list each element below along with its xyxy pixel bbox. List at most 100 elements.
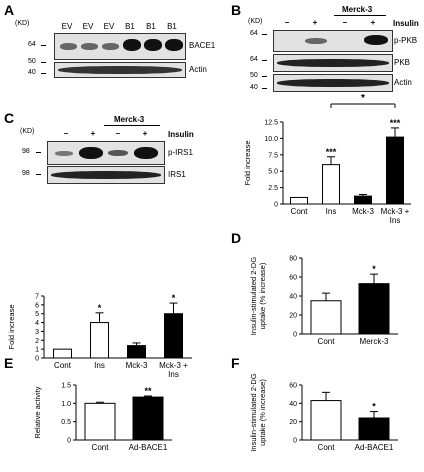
- group-line: [104, 125, 160, 126]
- western-blot-irs1: [47, 166, 165, 184]
- significance-marker: *: [372, 264, 376, 274]
- panel-label-f: F: [231, 355, 240, 371]
- treatment-sign: +: [370, 18, 376, 27]
- y-tick-label: 20: [289, 313, 297, 320]
- kd-marker: 40: [250, 84, 258, 91]
- kd-tick: [262, 34, 267, 35]
- category-label: Mck-3: [126, 361, 148, 370]
- western-blot-pkb: [273, 54, 393, 72]
- western-blot-actin-b: [273, 74, 393, 92]
- lane-label: B1: [167, 22, 177, 31]
- y-tick-label: 80: [289, 256, 297, 263]
- lane-label: EV: [103, 22, 115, 31]
- western-blot-bace1: [54, 33, 186, 60]
- y-tick-label: 0.5: [61, 419, 71, 426]
- y-tick-label: 10.0: [264, 136, 278, 143]
- blot-row-label: Actin: [394, 78, 412, 87]
- kd-tick: [41, 45, 46, 46]
- y-axis-label: uptake (% increase): [258, 262, 267, 329]
- kd-tick: [262, 60, 267, 61]
- category-label: Cont: [54, 361, 72, 370]
- bar: [354, 195, 372, 205]
- western-blot-actin: [54, 62, 186, 78]
- y-tick-label: 4: [35, 320, 39, 327]
- group-label: Merck-3: [342, 5, 373, 14]
- bar: [90, 322, 109, 359]
- y-tick-label: 0: [274, 202, 278, 209]
- kd-marker: 64: [28, 41, 36, 48]
- category-label: Cont: [92, 443, 110, 452]
- bar: [322, 164, 340, 205]
- kd-tick: [36, 174, 41, 175]
- lane-label: B1: [146, 22, 156, 31]
- bar: [386, 136, 404, 205]
- y-axis-label: Insulin-stimulated 2-DG: [249, 373, 258, 452]
- blot-row-label: Actin: [189, 65, 207, 74]
- panel-label-a: A: [4, 2, 15, 18]
- y-tick-label: 60: [289, 275, 297, 282]
- bar: [164, 313, 183, 359]
- blot-row-label: BACE1: [189, 41, 216, 50]
- kd-header: (KD): [15, 20, 30, 27]
- kd-marker: 50: [250, 72, 258, 79]
- category-label: Ad-BACE1: [129, 443, 168, 452]
- panel-label-d: D: [231, 230, 242, 246]
- y-axis-label: uptake (% increase): [258, 379, 267, 446]
- blot-row-label: IRS1: [168, 170, 186, 179]
- y-tick-label: 1.0: [61, 401, 71, 408]
- y-tick-label: 2: [35, 338, 39, 345]
- lane-label: EV: [82, 22, 94, 31]
- group-label: Merck-3: [114, 115, 145, 124]
- kd-marker: 98: [22, 170, 30, 177]
- y-axis-label: Relative activity: [33, 386, 42, 438]
- y-tick-label: 0: [293, 438, 297, 445]
- y-tick-label: 20: [289, 419, 297, 426]
- significance-marker: ***: [326, 147, 337, 157]
- kd-tick: [262, 88, 267, 89]
- significance-marker: *: [172, 293, 176, 303]
- category-label: Cont: [291, 207, 309, 216]
- bar: [132, 396, 164, 441]
- kd-tick: [41, 62, 46, 63]
- y-tick-label: 1.5: [61, 383, 71, 390]
- y-tick-label: 60: [289, 383, 297, 390]
- y-axis-label: Fold increase: [243, 140, 252, 185]
- blot-row-label: PKB: [394, 58, 411, 67]
- lane-label: B1: [125, 22, 135, 31]
- western-blot-p-pkb: [273, 30, 393, 52]
- significance-marker: *: [361, 93, 365, 104]
- category-label: Mck-3 +: [381, 207, 410, 216]
- y-tick-label: 12.5: [264, 120, 278, 127]
- panel-label-c: C: [4, 110, 15, 126]
- kd-header: (KD): [248, 18, 263, 25]
- significance-marker: **: [144, 386, 152, 396]
- y-tick-label: 1: [35, 347, 39, 354]
- bar: [84, 402, 116, 441]
- kd-tick: [262, 76, 267, 77]
- y-tick-label: 7.5: [268, 152, 278, 159]
- bar: [127, 345, 146, 359]
- condition-label: Insulin: [393, 19, 419, 28]
- treatment-sign: –: [63, 129, 69, 138]
- kd-marker: 64: [250, 30, 258, 37]
- category-label: Cont: [318, 443, 336, 452]
- category-label: Mck-3: [352, 207, 374, 216]
- blot-row-label: p-PKB: [394, 36, 418, 45]
- significance-marker: ***: [390, 118, 401, 128]
- bar: [358, 283, 390, 335]
- y-tick-label: 0: [67, 438, 71, 445]
- blot-row-label: p-IRS1: [168, 148, 193, 157]
- y-tick-label: 5.0: [268, 169, 278, 176]
- y-axis-label: Fold increase: [7, 304, 16, 349]
- kd-marker: 40: [28, 69, 36, 76]
- category-label: Ins: [94, 361, 105, 370]
- kd-tick: [41, 73, 46, 74]
- bar: [310, 400, 342, 441]
- kd-marker: 50: [28, 58, 36, 65]
- treatment-sign: –: [284, 18, 290, 27]
- panel-label-b: B: [231, 2, 242, 18]
- kd-marker: 64: [250, 56, 258, 63]
- bar: [310, 300, 342, 335]
- y-tick-label: 0: [35, 356, 39, 363]
- treatment-sign: –: [115, 129, 121, 138]
